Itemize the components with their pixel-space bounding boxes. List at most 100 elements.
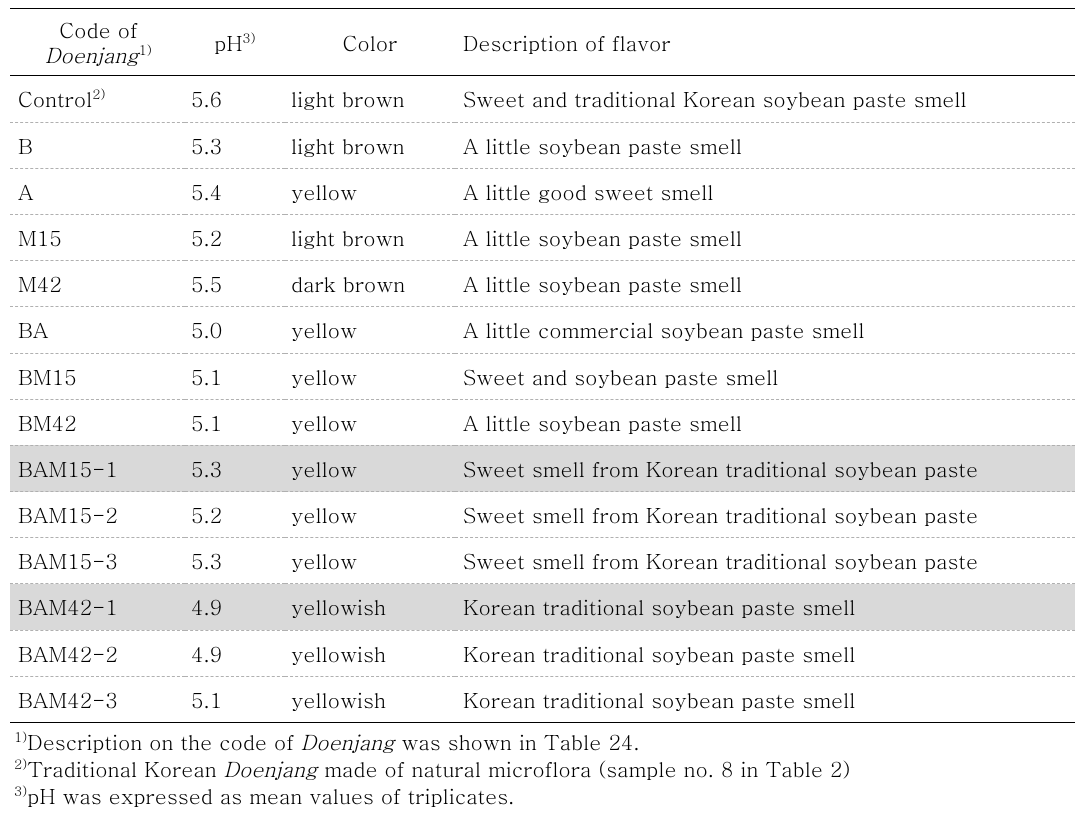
- table-row: M425.5dark brownA little soybean paste s…: [10, 261, 1075, 307]
- cell-ph: 5.1: [185, 676, 285, 722]
- cell-desc: Korean traditional soybean paste smell: [455, 584, 1075, 630]
- footnote-2-em: Doenjang: [224, 753, 317, 783]
- col-header-desc: Description of flavor: [455, 9, 1075, 76]
- table-row: BAM15-2 5.2yellowSweet smell from Korean …: [10, 492, 1075, 538]
- table-body: Control2)5.6light brownSweet and traditi…: [10, 76, 1075, 723]
- cell-color: yellow: [285, 492, 455, 538]
- cell-code: BM15: [10, 353, 185, 399]
- cell-ph: 5.0: [185, 307, 285, 353]
- cell-code-text: BA: [18, 314, 48, 344]
- table-row: BM15 5.1yellowSweet and soybean paste sme…: [10, 353, 1075, 399]
- cell-color: light brown: [285, 122, 455, 168]
- table-row: B 5.3light brownA little soybean paste sm…: [10, 122, 1075, 168]
- cell-code-text: B: [18, 130, 33, 160]
- cell-code: BAM42-3: [10, 676, 185, 722]
- doenjang-table: Code of Doenjang1) pH3) Color Descriptio…: [10, 8, 1075, 723]
- footnote-2-sup: 2): [14, 754, 27, 773]
- cell-color: yellowish: [285, 584, 455, 630]
- col-header-code-em: Doenjang: [45, 39, 138, 69]
- cell-code: BAM42-2: [10, 630, 185, 676]
- cell-desc: Korean traditional soybean paste smell: [455, 630, 1075, 676]
- cell-code-text: A: [18, 176, 33, 206]
- cell-code-text: BAM42-2: [18, 638, 118, 668]
- cell-ph: 5.1: [185, 399, 285, 445]
- cell-color: light brown: [285, 76, 455, 122]
- col-header-ph: pH3): [185, 9, 285, 76]
- cell-code: BAM15-3: [10, 538, 185, 584]
- footnotes: 1)Description on the code of Doenjang wa…: [10, 729, 1075, 809]
- cell-ph: 5.2: [185, 214, 285, 260]
- cell-desc: Sweet smell from Korean traditional soyb…: [455, 492, 1075, 538]
- cell-color: light brown: [285, 214, 455, 260]
- cell-color: dark brown: [285, 261, 455, 307]
- table-row: M155.2light brownA little soybean paste …: [10, 214, 1075, 260]
- table-row: BAM42-3 5.1yellowishKorean traditional so…: [10, 676, 1075, 722]
- footnote-2-a: Traditional Korean: [27, 753, 223, 783]
- cell-ph: 5.3: [185, 538, 285, 584]
- table-row: BAM42-2 4.9yellowishKorean traditional so…: [10, 630, 1075, 676]
- table-row: BAM42-14.9yellowishKorean traditional so…: [10, 584, 1075, 630]
- footnote-3-a: pH was expressed as mean values of tripl…: [27, 780, 514, 810]
- footnote-3-sup: 3): [14, 781, 27, 800]
- cell-color: yellow: [285, 445, 455, 491]
- cell-code: M42: [10, 261, 185, 307]
- cell-code-text: BAM15-1: [18, 453, 118, 483]
- footnote-1-em: Doenjang: [301, 726, 394, 756]
- col-header-code: Code of Doenjang1): [10, 9, 185, 76]
- footnote-1-a: Description on the code of: [27, 726, 301, 756]
- cell-code-text: BM42: [18, 407, 77, 437]
- table-row: Control2)5.6light brownSweet and traditi…: [10, 76, 1075, 122]
- cell-desc: Sweet and soybean paste smell: [455, 353, 1075, 399]
- footnote-3: 3)pH was expressed as mean values of tri…: [14, 783, 1075, 808]
- cell-color: yellow: [285, 168, 455, 214]
- cell-color: yellow: [285, 399, 455, 445]
- cell-code: B: [10, 122, 185, 168]
- cell-desc: Sweet smell from Korean traditional soyb…: [455, 445, 1075, 491]
- cell-code-text: BAM42-3: [18, 684, 118, 714]
- footnote-1: 1)Description on the code of Doenjang wa…: [14, 729, 1075, 754]
- cell-code: A: [10, 168, 185, 214]
- cell-ph: 5.1: [185, 353, 285, 399]
- table-row: BAM15-1 5.3yellowSweet smell from Korean …: [10, 445, 1075, 491]
- col-header-code-sup: 1): [139, 40, 152, 59]
- cell-color: yellow: [285, 353, 455, 399]
- cell-code: BM42: [10, 399, 185, 445]
- cell-desc: A little soybean paste smell: [455, 214, 1075, 260]
- cell-code: BAM42-1: [10, 584, 185, 630]
- cell-ph: 5.6: [185, 76, 285, 122]
- cell-code: Control2): [10, 76, 185, 122]
- col-header-ph-sup: 3): [242, 28, 255, 47]
- cell-code-text: M42: [18, 268, 62, 298]
- footnote-1-sup: 1): [14, 727, 27, 746]
- cell-code: M15: [10, 214, 185, 260]
- cell-ph: 5.2: [185, 492, 285, 538]
- footnote-2-b: made of natural microflora (sample no. 8…: [317, 753, 850, 783]
- cell-code-text: Control: [18, 83, 92, 113]
- cell-desc: A little good sweet smell: [455, 168, 1075, 214]
- cell-code-sup: 2): [92, 84, 105, 103]
- cell-color: yellowish: [285, 676, 455, 722]
- cell-ph: 5.3: [185, 445, 285, 491]
- cell-desc: Sweet and traditional Korean soybean pas…: [455, 76, 1075, 122]
- col-header-color: Color: [285, 9, 455, 76]
- cell-code-text: BAM15-2: [18, 499, 118, 529]
- table-row: BM42 5.1yellowA little soybean paste smel…: [10, 399, 1075, 445]
- cell-desc: A little commercial soybean paste smell: [455, 307, 1075, 353]
- cell-desc: A little soybean paste smell: [455, 122, 1075, 168]
- cell-code: BAM15-2: [10, 492, 185, 538]
- cell-code: BAM15-1: [10, 445, 185, 491]
- cell-ph: 5.3: [185, 122, 285, 168]
- table-row: BA 5.0yellowA little commercial soybean p…: [10, 307, 1075, 353]
- cell-desc: A little soybean paste smell: [455, 399, 1075, 445]
- cell-code: BA: [10, 307, 185, 353]
- cell-desc: Korean traditional soybean paste smell: [455, 676, 1075, 722]
- cell-color: yellow: [285, 307, 455, 353]
- cell-color: yellowish: [285, 630, 455, 676]
- cell-ph: 5.5: [185, 261, 285, 307]
- cell-color: yellow: [285, 538, 455, 584]
- col-header-ph-text: pH: [214, 27, 242, 57]
- footnote-1-b: was shown in Table 24.: [394, 726, 639, 756]
- cell-code-text: BM15: [18, 361, 77, 391]
- table-header-row: Code of Doenjang1) pH3) Color Descriptio…: [10, 9, 1075, 76]
- cell-ph: 4.9: [185, 630, 285, 676]
